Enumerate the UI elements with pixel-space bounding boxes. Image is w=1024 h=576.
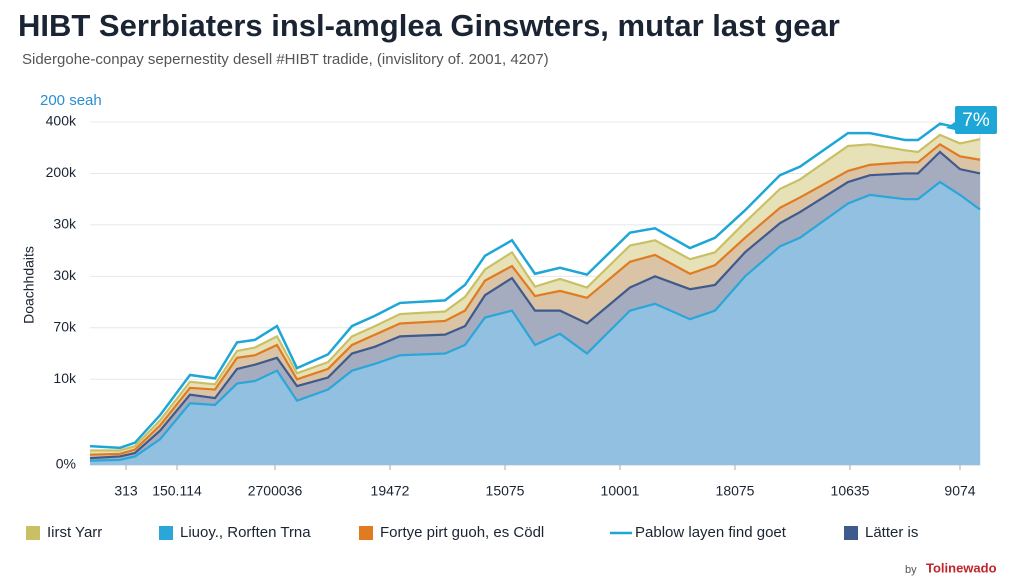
annotation: 7% — [962, 110, 990, 131]
x-tick-label: 9074 — [944, 483, 975, 499]
legend-label: Fortye pirt guoh, es Cödl — [380, 524, 544, 541]
y-tick-label: 70k — [53, 319, 77, 335]
area-line — [89, 150, 981, 460]
annotation-box — [955, 106, 997, 134]
legend-marker — [159, 526, 173, 540]
y-tick-label: 200k — [46, 164, 77, 180]
x-tick-label: 313 — [114, 483, 138, 499]
line — [89, 122, 981, 450]
legend-marker — [359, 526, 373, 540]
credit-prefix: by — [905, 564, 917, 576]
credit: Tolinewado — [926, 560, 997, 575]
chart-title: HIBT Serrbiaters insl-amglea Ginswters, … — [18, 8, 840, 43]
y-tick-label: 10k — [53, 370, 77, 386]
y-tick-label: 30k — [53, 216, 77, 232]
annotation-pointer — [946, 122, 955, 130]
area — [90, 182, 980, 465]
y-axis-label: Doachhdaits — [21, 246, 37, 324]
x-tick-label: 2700036 — [248, 483, 303, 499]
legend-label: Liuoy., Rorften Trna — [180, 524, 311, 541]
x-tick-label: 10635 — [831, 483, 870, 499]
y-tick-label: 30k — [53, 267, 77, 283]
x-tick-label: 19472 — [371, 483, 410, 499]
legend-marker — [26, 526, 40, 540]
chart-subtitle: Sidergohe-conpay sepernestity desell #HI… — [22, 51, 549, 68]
area-line — [90, 133, 981, 452]
legend-marker — [844, 526, 858, 540]
y-tick-label: 0% — [56, 456, 76, 472]
annotation: 200 seah — [40, 92, 102, 109]
area-line — [89, 180, 981, 462]
x-tick-label: 18075 — [716, 483, 755, 499]
x-tick-label: 150.114 — [152, 483, 202, 499]
y-tick-label: 400k — [46, 113, 77, 129]
legend-label: Pablow layen find goet — [635, 524, 787, 541]
x-tick-label: 10001 — [601, 483, 640, 499]
legend-label: Iirst Yarr — [47, 524, 102, 541]
x-tick-label: 15075 — [486, 483, 525, 499]
legend-label: Lätter is — [865, 524, 918, 541]
area-line — [89, 142, 981, 456]
